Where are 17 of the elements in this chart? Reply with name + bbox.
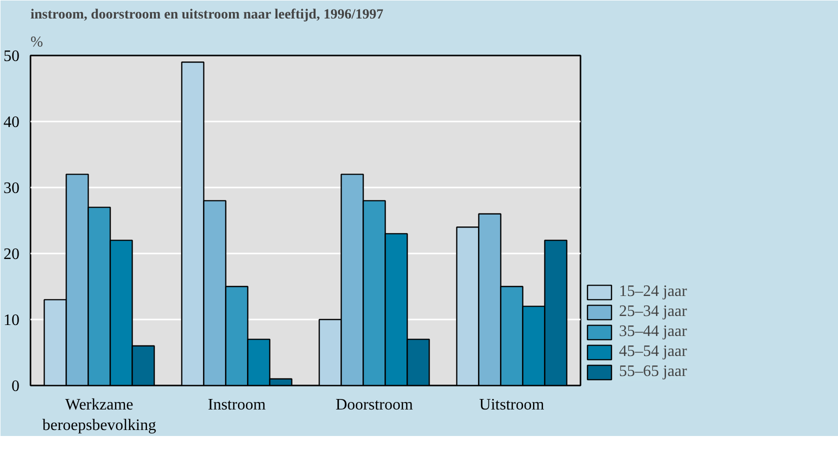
legend-label: 45–54 jaar xyxy=(619,343,687,361)
x-tick-label: Werkzame beroepsbevolking xyxy=(42,396,156,434)
legend-label: 55–65 jaar xyxy=(619,363,687,381)
y-tick-label: 50 xyxy=(4,48,20,65)
y-tick-label: 0 xyxy=(12,378,20,395)
chart-title: instroom, doorstroom en uitstroom naar leeftijd, 1996/1997 xyxy=(30,8,384,22)
x-tick-label: Uitstroom xyxy=(479,396,545,414)
y-axis-title: % xyxy=(30,34,43,50)
legend-label: 15–24 jaar xyxy=(619,283,687,301)
y-tick-label: 40 xyxy=(4,114,20,131)
y-tick-label: 20 xyxy=(4,246,20,263)
legend-label: 25–34 jaar xyxy=(619,303,687,321)
x-tick-label: Instroom xyxy=(208,396,266,414)
x-tick-label: Doorstroom xyxy=(336,396,414,414)
y-tick-label: 10 xyxy=(4,312,20,329)
y-tick-label: 30 xyxy=(4,180,20,197)
legend-label: 35–44 jaar xyxy=(619,323,687,341)
